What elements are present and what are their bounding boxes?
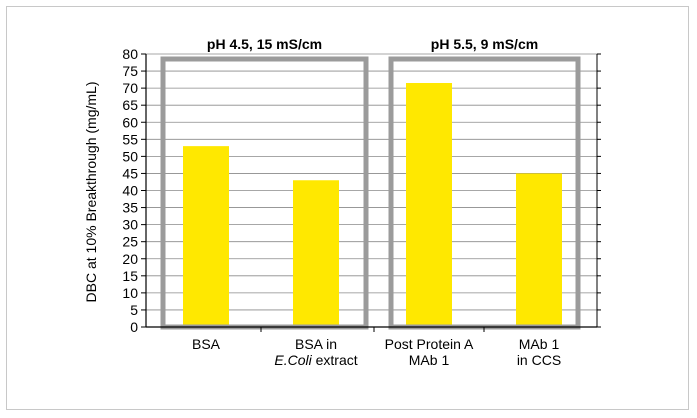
bar bbox=[406, 83, 452, 327]
y-tick-label: 5 bbox=[130, 302, 138, 318]
y-tick-label: 10 bbox=[122, 285, 138, 301]
axes bbox=[141, 53, 601, 332]
bar bbox=[516, 173, 562, 327]
y-tick-label: 0 bbox=[130, 319, 138, 335]
y-tick-label: 20 bbox=[122, 251, 138, 267]
x-tick-label: BSA in E.Coli extract bbox=[274, 336, 357, 368]
y-tick-label: 15 bbox=[122, 268, 138, 284]
y-tick-label: 55 bbox=[122, 131, 138, 147]
y-tick-label: 30 bbox=[122, 217, 138, 233]
group-labels: pH 4.5, 15 mS/cm pH 5.5, 9 mS/cm bbox=[207, 36, 538, 52]
bar bbox=[183, 146, 229, 327]
y-tick-label: 80 bbox=[122, 46, 138, 62]
y-tick-label: 25 bbox=[122, 234, 138, 250]
bars bbox=[183, 83, 562, 327]
y-tick-label: 75 bbox=[122, 63, 138, 79]
x-tick-label: Post Protein A MAb 1 bbox=[385, 336, 474, 368]
y-tick-label: 45 bbox=[122, 165, 138, 181]
y-tick-label: 35 bbox=[122, 200, 138, 216]
y-tick-label: 50 bbox=[122, 148, 138, 164]
y-tick-label: 65 bbox=[122, 97, 138, 113]
y-tick-label: 60 bbox=[122, 114, 138, 130]
group-label: pH 4.5, 15 mS/cm bbox=[207, 36, 322, 52]
x-tick-label: MAb 1 in CCS bbox=[517, 336, 561, 368]
chart-frame bbox=[6, 6, 689, 410]
bar bbox=[293, 180, 339, 327]
y-tick-label: 40 bbox=[122, 183, 138, 199]
y-axis-label: DBC at 10% Breakthrough (mg/mL) bbox=[83, 82, 99, 303]
y-tick-label: 70 bbox=[122, 80, 138, 96]
x-tick-label: BSA bbox=[192, 336, 221, 352]
x-tick-labels: BSA BSA in E.Coli extract Post Protein A MAb… bbox=[192, 336, 561, 368]
group-label: pH 5.5, 9 mS/cm bbox=[431, 36, 538, 52]
